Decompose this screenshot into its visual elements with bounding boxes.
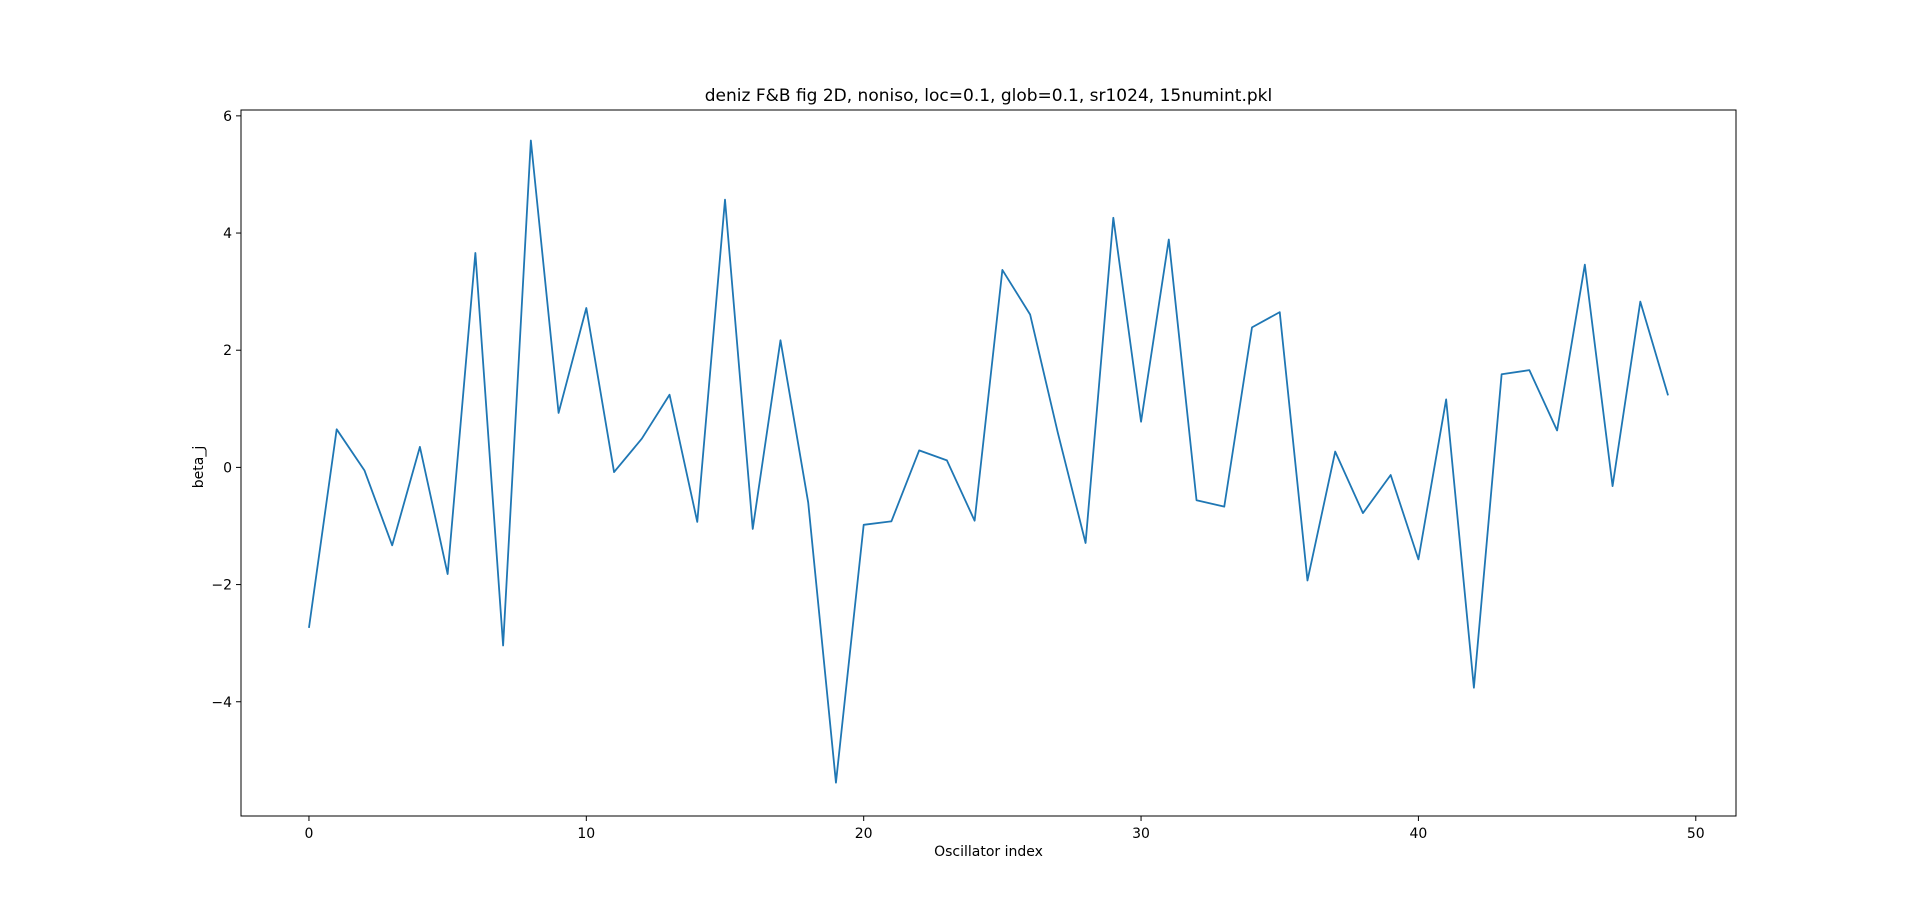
y-tick-label: 0 [223, 460, 232, 476]
x-tick-label: 20 [855, 826, 873, 842]
x-axis-label: Oscillator index [934, 844, 1043, 860]
x-tick-label: 30 [1132, 826, 1150, 842]
x-tick-label: 0 [304, 826, 313, 842]
y-axis-label: beta_j [191, 446, 207, 488]
x-tick-label: 10 [577, 826, 595, 842]
y-tick-label: −2 [211, 578, 232, 594]
plot-area [308, 139, 1669, 784]
y-tick-label: 2 [223, 343, 232, 359]
x-tick-label: 50 [1687, 826, 1705, 842]
chart-title: deniz F&B fig 2D, noniso, loc=0.1, glob=… [705, 86, 1272, 106]
y-axis: −4 −2 0 2 4 6 [211, 109, 241, 711]
x-tick-label: 40 [1410, 826, 1428, 842]
y-tick-label: 4 [223, 226, 232, 242]
axes-frame [240, 109, 1737, 817]
x-axis: 0 10 20 30 40 50 [304, 816, 1705, 842]
y-tick-label: 6 [223, 109, 232, 125]
y-tick-label: −4 [211, 695, 232, 711]
series-line-0 [308, 139, 1669, 784]
